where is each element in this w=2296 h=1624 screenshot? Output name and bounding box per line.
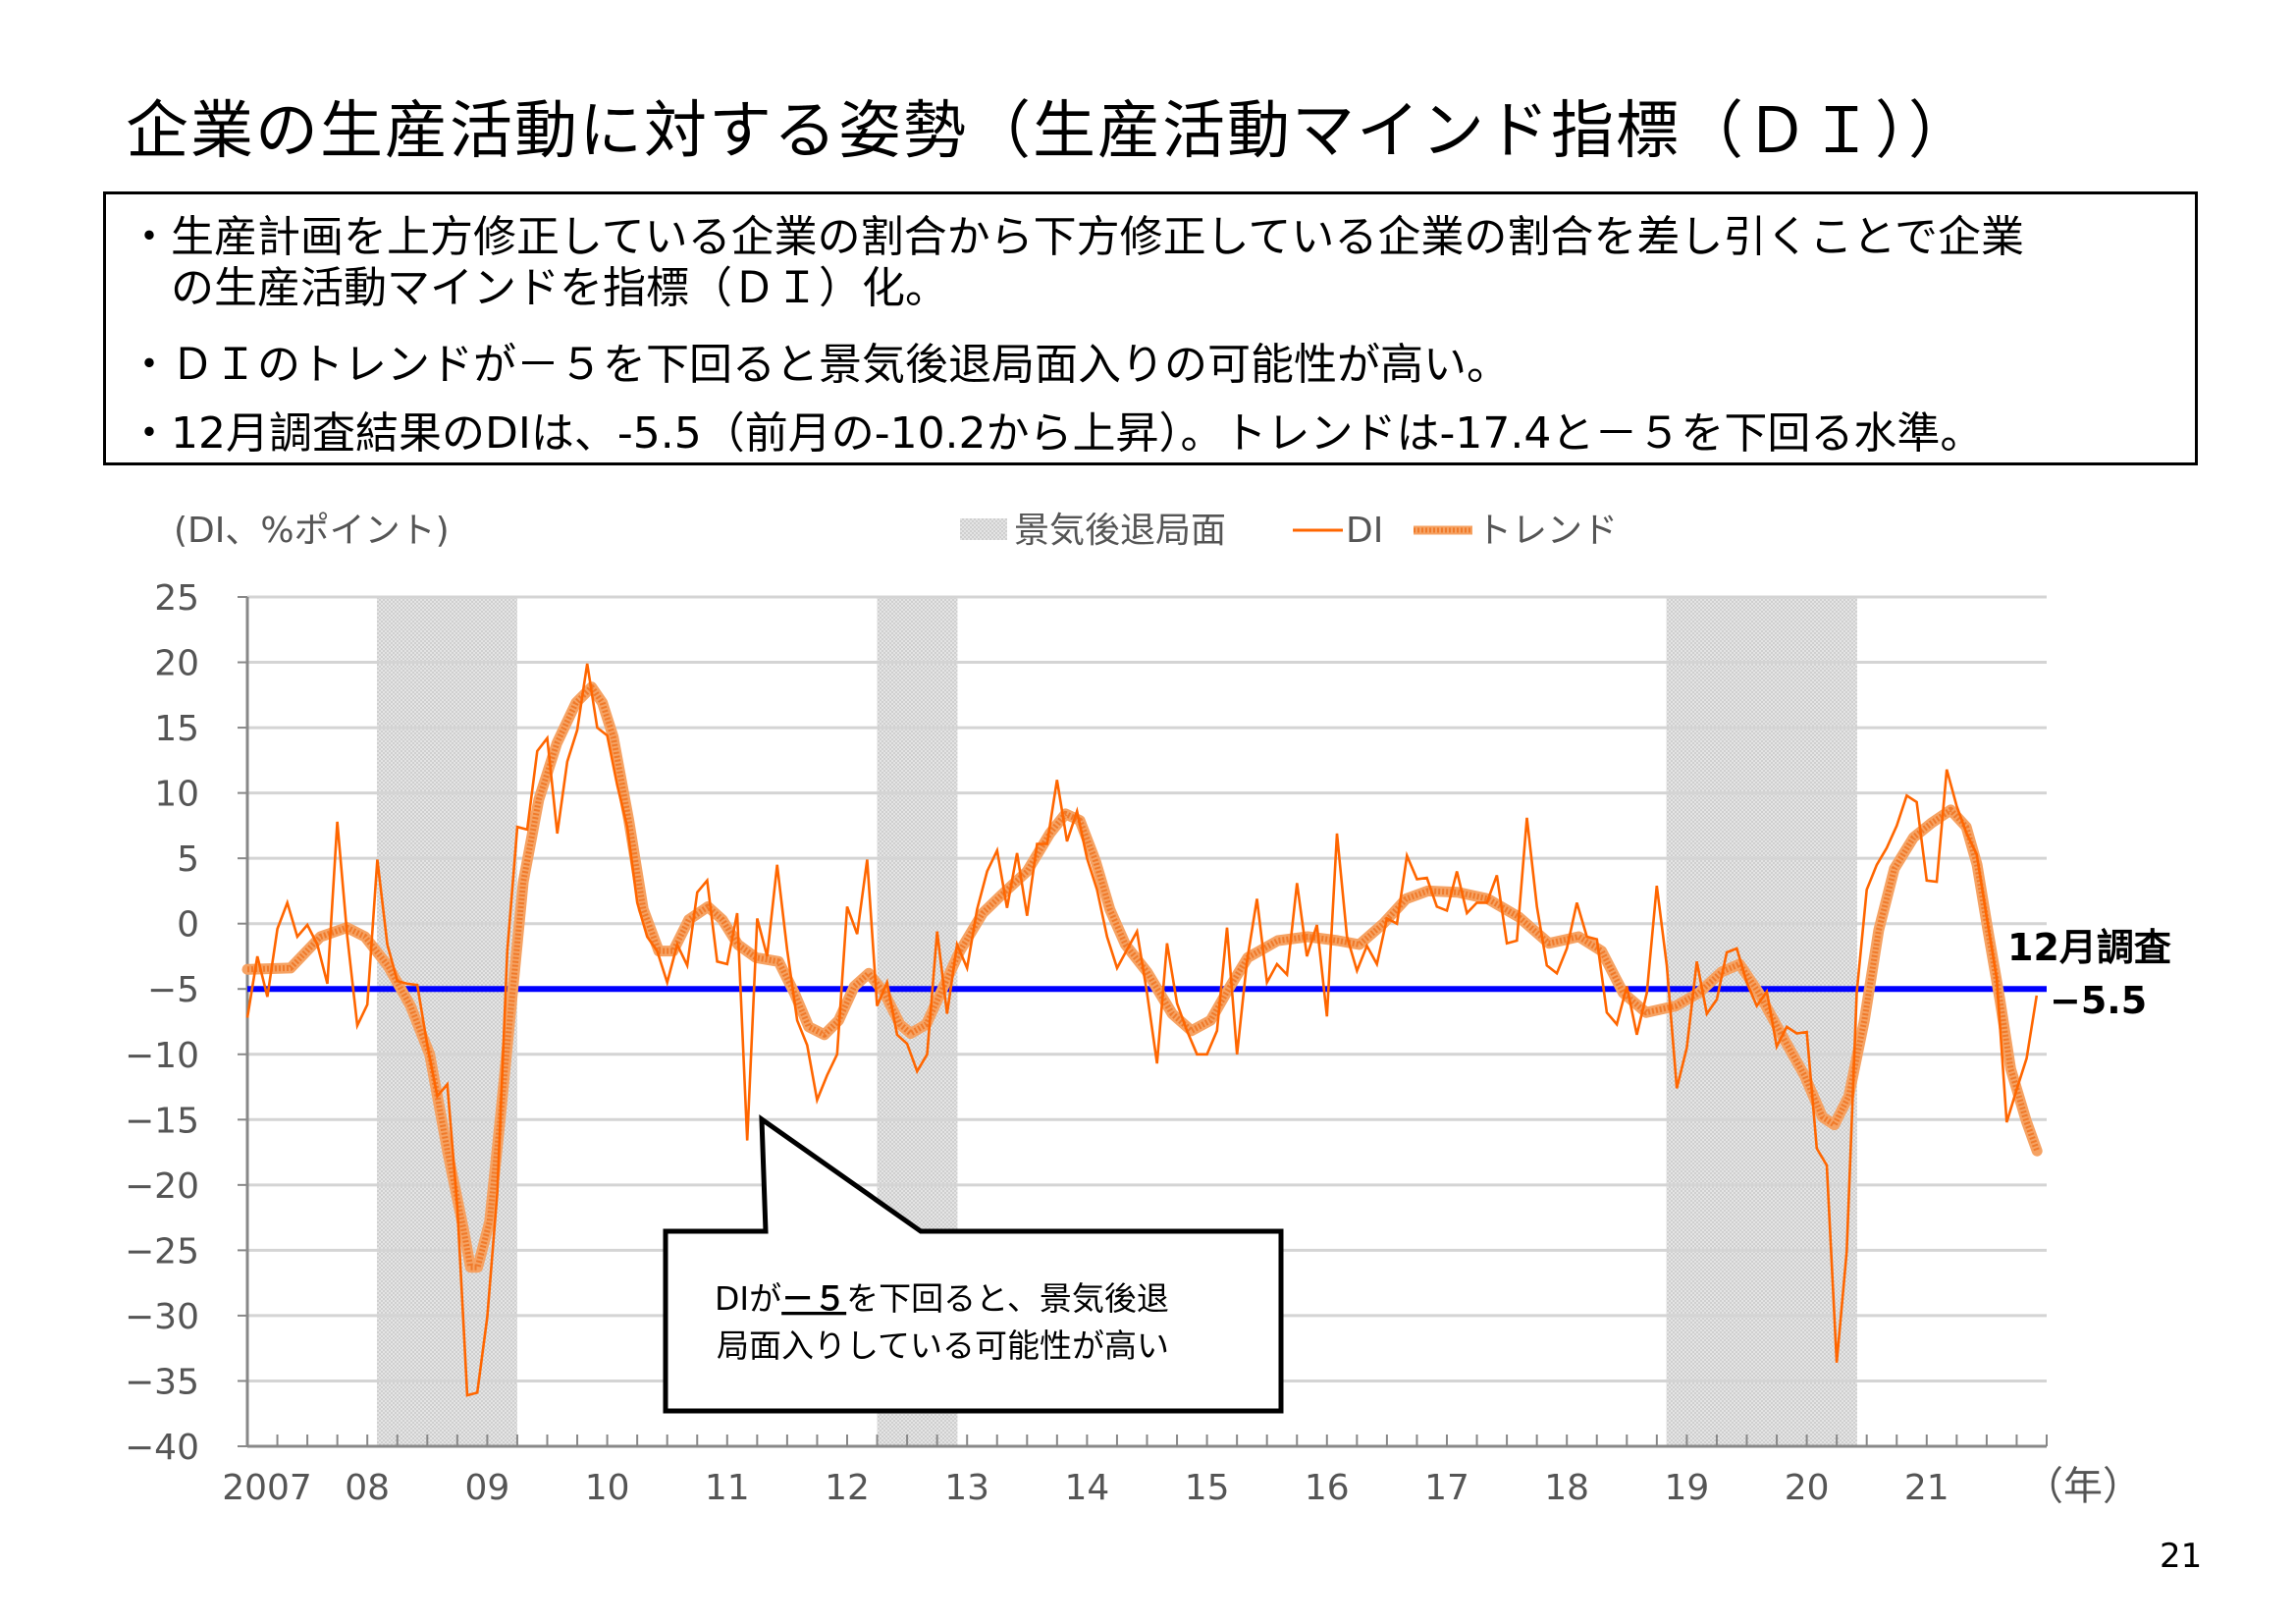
y-tick-label: 0	[177, 905, 199, 946]
x-tick-label: 11	[705, 1468, 750, 1508]
series-group	[241, 663, 2043, 1397]
x-tick-label: 09	[464, 1468, 509, 1508]
recession-shading-group	[376, 597, 1857, 1446]
callout-post: を下回ると、景気後退	[846, 1279, 1169, 1318]
y-tick-label: −20	[125, 1166, 199, 1207]
callout-bubble	[663, 1114, 1284, 1414]
summary-bullet: の生産活動マインドを指標（ＤＩ）化。	[128, 263, 948, 313]
di-line	[245, 663, 2039, 1397]
x-tick-label: 21	[1904, 1468, 1949, 1508]
callout-line2: 局面入りしている可能性が高い	[717, 1326, 1169, 1365]
legend-recession-label: 景気後退局面	[1014, 511, 1226, 551]
summary-box: ・生産計画を上方修正している企業の割合から下方修正している企業の割合を差し引くこ…	[103, 191, 2198, 465]
y-tick-label: −15	[125, 1101, 199, 1141]
x-tick-label: 12	[825, 1468, 870, 1508]
x-tick-label: 2007	[222, 1468, 312, 1508]
page-title: 企業の生産活動に対する姿勢（生産活動マインド指標（ＤＩ））	[126, 95, 1973, 168]
recession-period	[1666, 597, 1857, 1446]
x-tick-label: 17	[1424, 1468, 1469, 1508]
legend-di-label: DI	[1346, 511, 1383, 551]
x-tick-label: 13	[944, 1468, 989, 1508]
x-tick-labels: 2007 08 09 10 11 12 13 14 15 16 17 18 19 20 21	[222, 1468, 1949, 1508]
y-tick-labels: 25 20 15 10 5 0 −5 −10 −15 −20 −25 −30 −35 −40	[125, 578, 199, 1468]
callout-emphasis: －５	[781, 1279, 846, 1318]
y-tick-label: −35	[125, 1362, 199, 1402]
x-tick-label: 18	[1544, 1468, 1589, 1508]
legend: 景気後退局面 DI トレンド	[960, 511, 1618, 551]
legend-trend-label: トレンド	[1476, 511, 1618, 551]
y-tick-label: 15	[154, 709, 199, 749]
y-tick-label: 20	[154, 644, 199, 684]
callout-pre: DIが	[715, 1279, 781, 1318]
x-tick-label: 08	[345, 1468, 390, 1508]
x-tick-label: 10	[585, 1468, 630, 1508]
x-axis-unit-label: （年）	[2024, 1464, 2142, 1509]
recession-period	[376, 597, 517, 1446]
summary-bullet: ・生産計画を上方修正している企業の割合から下方修正している企業の割合を差し引くこ…	[128, 212, 2025, 262]
y-tick-label: −10	[125, 1036, 199, 1076]
y-tick-label: −25	[125, 1231, 199, 1272]
trend-line-texture	[246, 683, 2041, 1271]
y-tick-label: −5	[147, 970, 199, 1010]
legend-recession-swatch	[960, 518, 1007, 540]
y-tick-label: 25	[154, 578, 199, 619]
callout-line1: DIが－５を下回ると、景気後退	[715, 1279, 1169, 1318]
y-tick-label: 10	[154, 775, 199, 815]
y-tick-label: −40	[125, 1428, 199, 1468]
x-tick-label: 16	[1305, 1468, 1350, 1508]
y-tick-label: 5	[177, 839, 199, 880]
callout: DIが－５を下回ると、景気後退 局面入りしている可能性が高い	[663, 1114, 1284, 1414]
summary-bullet: ・12月調査結果のDIは、-5.5（前月の-10.2から上昇）。トレンドは-17…	[128, 408, 1984, 459]
latest-survey-label: 12月調査	[2007, 926, 2171, 969]
x-tick-label: 20	[1785, 1468, 1830, 1508]
summary-bullet: ・ＤＩのトレンドが－５を下回ると景気後退局面入りの可能性が高い。	[128, 340, 1510, 390]
x-tick-label: 15	[1185, 1468, 1230, 1508]
latest-value-label: −5.5	[2050, 979, 2147, 1022]
axes	[238, 596, 2048, 1448]
x-tick-label: 14	[1064, 1468, 1109, 1508]
y-tick-label: −30	[125, 1297, 199, 1337]
page-number: 21	[2160, 1537, 2203, 1576]
x-tick-label: 19	[1664, 1468, 1709, 1508]
y-axis-label: (DI、%ポイント)	[174, 511, 450, 551]
